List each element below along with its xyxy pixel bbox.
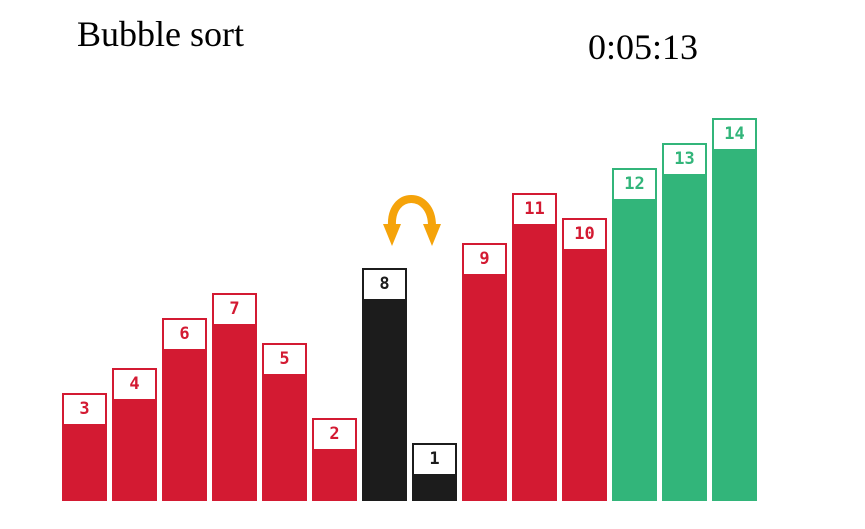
bar-8: 8 — [362, 268, 407, 501]
bar-9: 9 — [462, 243, 507, 501]
bar-value-label: 2 — [312, 418, 357, 451]
swap-arrows-icon — [383, 195, 441, 246]
bar-value-label: 9 — [462, 243, 507, 276]
bar-value-label: 8 — [362, 268, 407, 301]
bar-13: 13 — [662, 143, 707, 501]
bar-12: 12 — [612, 168, 657, 501]
bar-14: 14 — [712, 118, 757, 501]
bar-value-label: 10 — [562, 218, 607, 251]
bar-value-label: 6 — [162, 318, 207, 351]
page-title: Bubble sort — [77, 14, 244, 54]
bar-5: 5 — [262, 343, 307, 501]
bar-2: 2 — [312, 418, 357, 501]
bar-value-label: 3 — [62, 393, 107, 426]
bar-6: 6 — [162, 318, 207, 501]
bar-7: 7 — [212, 293, 257, 501]
bar-value-label: 7 — [212, 293, 257, 326]
bar-value-label: 1 — [412, 443, 457, 476]
bar-3: 3 — [62, 393, 107, 501]
bar-value-label: 5 — [262, 343, 307, 376]
bar-value-label: 12 — [612, 168, 657, 201]
elapsed-timer: 0:05:13 — [588, 27, 699, 67]
bar-10: 10 — [562, 218, 607, 501]
bar-value-label: 14 — [712, 118, 757, 151]
bar-value-label: 4 — [112, 368, 157, 401]
bar-value-label: 13 — [662, 143, 707, 176]
bar-11: 11 — [512, 193, 557, 501]
bar-1: 1 — [412, 443, 457, 501]
bar-4: 4 — [112, 368, 157, 501]
bar-value-label: 11 — [512, 193, 557, 226]
